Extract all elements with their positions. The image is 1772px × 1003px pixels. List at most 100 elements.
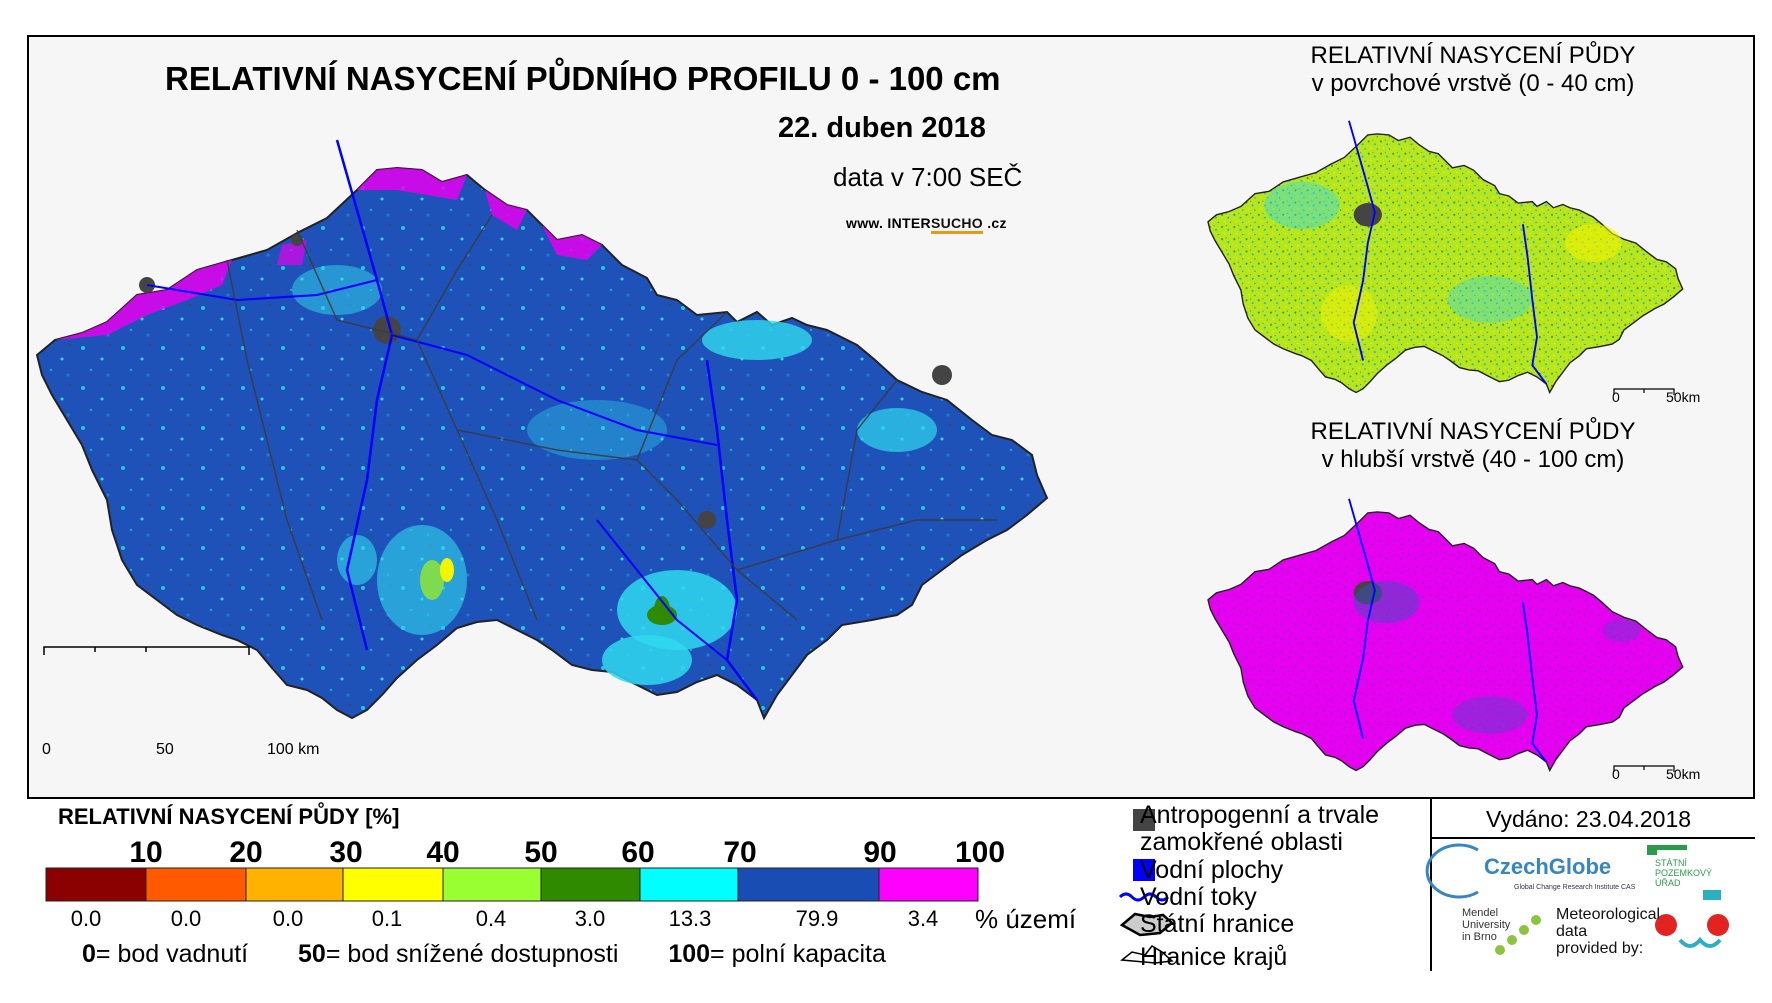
legend-pct-6: 3.0 — [574, 906, 606, 931]
legend-class-4 — [342, 867, 444, 902]
legend-pct-3: 0.0 — [272, 906, 304, 931]
spu-logo-text: STÁTNÍ POZEMKOVÝ ÚŘAD — [1655, 858, 1712, 888]
czechglobe-logo-subtitle: Global Change Research Institute CAS — [1514, 884, 1636, 891]
def-0-text: = bod vadnutí — [95, 940, 249, 968]
inset-surface-map — [1207, 120, 1684, 394]
def-100-text: = polní kapacita — [710, 940, 886, 968]
meteo-line1: Meteorological — [1556, 906, 1661, 923]
legend-tick-40: 40 — [426, 836, 460, 869]
mendel-logo-dot-4 — [1531, 915, 1541, 925]
key-region-border-label: Hranice krajů — [1140, 943, 1288, 971]
spu-logo-icon — [1647, 845, 1657, 855]
inset-surface-title-line2: v povrchové vrstvě (0 - 40 cm) — [1311, 70, 1635, 97]
mendel-line3: in Brno — [1462, 931, 1497, 943]
meteo-credit: Meteorological data provided by: — [1556, 906, 1660, 957]
legend-pct-4: 0.1 — [371, 906, 403, 931]
website-suffix: .cz — [983, 215, 1007, 231]
def-50-text: = bod snížené dostupnosti — [325, 940, 619, 968]
key-anthro-label: Antropogenní a trvale zamokřené oblasti — [1140, 802, 1379, 856]
legend-pct-8: 79.9 — [795, 906, 839, 931]
legend-tick-20: 20 — [229, 836, 263, 869]
spu-logo-accent — [1703, 890, 1721, 900]
spu-line2: POZEMKOVÝ — [1655, 868, 1713, 878]
legend-tick-60: 60 — [621, 836, 655, 869]
meteo-line3: provided by: — [1556, 940, 1644, 957]
legend-pct-5: 0.4 — [475, 906, 507, 931]
issued-date: Vydáno: 23.04.2018 — [1486, 806, 1692, 832]
chmi-logo-icon — [1655, 914, 1677, 936]
mendel-logo-dot-3 — [1519, 925, 1529, 935]
main-scale-zero: 0 — [42, 741, 51, 758]
river-icon — [1118, 892, 1170, 902]
inset-deep-scale-zero: 0 — [1612, 766, 1620, 782]
legend-pct-1: 0.0 — [70, 906, 102, 931]
czechglobe-logo-text: CzechGlobe — [1484, 854, 1612, 879]
inset-deep-scale — [1613, 765, 1675, 772]
inset-deep-map — [1207, 498, 1684, 772]
legend-pct-2: 0.0 — [170, 906, 202, 931]
main-scale-mid: 50 — [156, 741, 174, 758]
inset-surface-title: RELATIVNÍ NASYCENÍ PŮDY v povrchové vrst… — [1263, 42, 1683, 98]
water-body-icon — [1133, 859, 1155, 881]
inset-deep-title-line1: RELATIVNÍ NASYCENÍ PŮDY — [1310, 418, 1636, 445]
website-prefix: www. INTER — [846, 215, 931, 231]
meteo-line2: data — [1556, 923, 1588, 940]
inset-surface-scale — [1613, 388, 1675, 395]
mendel-logo-dot-2 — [1507, 935, 1517, 945]
inset-surface-title-line1: RELATIVNÍ NASYCENÍ PŮDY — [1310, 42, 1636, 69]
website-accent: SUCHO — [930, 215, 983, 234]
map-date: 22. duben 2018 — [778, 112, 986, 144]
def-50-num: 50 — [298, 940, 326, 968]
spu-line3: ÚŘAD — [1655, 878, 1681, 888]
czechglobe-logo-icon — [1425, 843, 1479, 899]
spu-logo-bar — [1657, 845, 1687, 850]
inset-deep-title-line2: v hlubší vrstvě (40 - 100 cm) — [1321, 446, 1625, 473]
key-state-border-label: Státní hranice — [1140, 910, 1295, 938]
key-anthro-line2: zamokřené oblasti — [1140, 828, 1343, 856]
inset-surface-scale-max: 50km — [1666, 389, 1701, 405]
spu-line1: STÁTNÍ — [1655, 858, 1688, 868]
legend-class-9 — [878, 867, 979, 902]
inset-surface-scale-zero: 0 — [1612, 389, 1620, 405]
mendel-logo-text: Mendel University in Brno — [1462, 907, 1510, 943]
legend-tick-70: 70 — [723, 836, 757, 869]
map-time: data v 7:00 SEČ — [833, 162, 1023, 192]
issued-box — [1430, 797, 1755, 839]
legend-tick-100: 100 — [954, 836, 1006, 869]
legend-pct-9: 3.4 — [907, 906, 939, 931]
chmi-logo-wave — [1678, 936, 1722, 948]
legend-tick-90: 90 — [863, 836, 897, 869]
key-water-label: Vodní plochy — [1140, 856, 1284, 884]
def-100-num: 100 — [668, 940, 711, 968]
legend-class-1 — [45, 867, 147, 902]
legend-title: RELATIVNÍ NASYCENÍ PŮDY [%] — [58, 804, 400, 829]
mendel-line2: University — [1462, 919, 1511, 931]
anthro-area-icon — [1133, 809, 1155, 831]
key-anthro-line1: Antropogenní a trvale — [1140, 801, 1380, 829]
legend-tick-10: 10 — [129, 836, 163, 869]
main-map — [36, 139, 1048, 719]
chmi-logo-dot-2 — [1707, 914, 1729, 936]
legend-class-7 — [639, 867, 739, 902]
region-border-icon — [1120, 945, 1174, 964]
legend-pct-7: 13.3 — [668, 906, 712, 931]
legend-class-2 — [145, 867, 247, 902]
mendel-logo-icon — [1495, 945, 1505, 955]
key-rivers-label: Vodní toky — [1140, 883, 1257, 911]
map-title: RELATIVNÍ NASYCENÍ PŮDNÍHO PROFILU 0 - 1… — [165, 60, 1001, 97]
inset-deep-scale-max: 50km — [1666, 766, 1701, 782]
legend-pct-unit: % území — [975, 904, 1077, 934]
main-scale-bar — [43, 646, 250, 655]
website-link[interactable]: www. INTERSUCHO .cz — [846, 215, 1007, 234]
def-0-num: 0 — [82, 940, 96, 968]
main-scale-max: 100 km — [267, 741, 320, 758]
inset-deep-title: RELATIVNÍ NASYCENÍ PŮDY v hlubší vrstvě … — [1263, 418, 1683, 474]
legend-tick-50: 50 — [524, 836, 558, 869]
state-border-icon — [1119, 912, 1174, 937]
legend-class-8 — [737, 867, 880, 902]
logo-box — [1430, 839, 1755, 971]
